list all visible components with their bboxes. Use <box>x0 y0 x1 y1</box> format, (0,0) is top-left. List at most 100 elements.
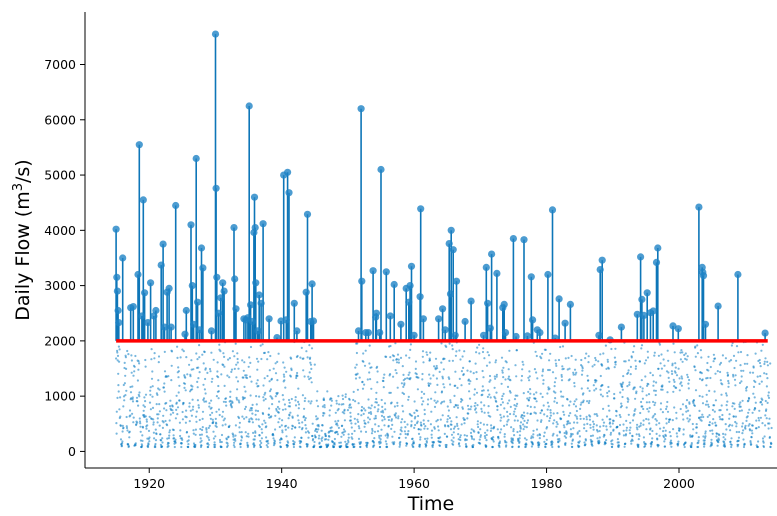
flow-point <box>719 409 722 412</box>
flow-point <box>618 413 621 417</box>
flow-point <box>442 383 445 386</box>
peak-marker <box>230 224 238 232</box>
flow-point <box>386 436 389 439</box>
flow-point <box>584 357 587 360</box>
flow-point <box>436 367 439 370</box>
flow-point <box>129 414 132 417</box>
flow-point <box>529 405 532 408</box>
flow-point <box>315 399 318 402</box>
flow-point <box>580 373 584 376</box>
flow-point <box>670 445 673 448</box>
flow-point <box>318 441 321 444</box>
flow-point <box>450 423 453 426</box>
flow-point <box>203 400 206 403</box>
flow-point <box>602 407 605 410</box>
flow-point <box>595 387 598 390</box>
flow-point <box>632 350 635 354</box>
flow-point <box>474 402 477 405</box>
flow-point <box>762 441 765 444</box>
flow-point <box>273 442 276 445</box>
flow-point <box>429 382 432 385</box>
flow-point <box>389 344 392 348</box>
flow-point <box>421 355 424 358</box>
peak-marker <box>293 327 301 335</box>
flow-point <box>621 388 624 391</box>
flow-point <box>241 359 244 362</box>
flow-point <box>121 424 124 427</box>
flow-point <box>544 348 547 351</box>
flow-point <box>225 438 228 441</box>
flow-point <box>136 421 139 424</box>
flow-point <box>535 428 539 431</box>
flow-point <box>742 369 745 372</box>
flow-point <box>461 399 464 402</box>
flow-point <box>261 423 264 426</box>
flow-point <box>168 429 171 432</box>
flow-point <box>500 428 503 431</box>
flow-point <box>716 370 719 373</box>
flow-point <box>212 358 215 361</box>
flow-point <box>739 350 743 354</box>
flow-point <box>687 382 690 385</box>
flow-point <box>394 412 397 415</box>
flow-point <box>581 367 584 370</box>
flow-point <box>249 394 252 397</box>
flow-point <box>542 379 545 382</box>
flow-point <box>168 434 171 437</box>
flow-point <box>535 391 538 394</box>
flow-point <box>289 411 292 414</box>
flow-point <box>266 374 269 378</box>
flow-point <box>490 427 493 430</box>
flow-point <box>633 345 636 348</box>
flow-point <box>468 390 471 393</box>
flow-point <box>473 388 476 391</box>
flow-point <box>487 354 491 357</box>
flow-point <box>712 353 716 356</box>
flow-point <box>379 438 382 441</box>
flow-point <box>234 342 237 345</box>
flow-point <box>165 401 168 405</box>
flow-point <box>579 414 582 417</box>
flow-point <box>702 415 705 419</box>
flow-point <box>383 373 386 376</box>
flow-point <box>391 435 394 438</box>
x-ticks: 1920 1940 1960 1980 2000 <box>133 468 695 491</box>
flow-point <box>302 369 305 372</box>
flow-point <box>452 427 456 430</box>
flow-point <box>202 362 205 365</box>
flow-point <box>483 435 486 438</box>
flow-point <box>381 409 384 412</box>
flow-point <box>123 399 126 402</box>
flow-point <box>511 442 514 445</box>
flow-point <box>375 391 378 394</box>
flow-point <box>170 364 173 367</box>
flow-point <box>299 356 302 359</box>
flow-point <box>336 424 339 427</box>
flow-point <box>138 391 141 394</box>
flow-point <box>194 443 197 447</box>
flow-point <box>501 371 504 374</box>
flow-point <box>671 419 674 422</box>
flow-point <box>444 425 447 428</box>
flow-point <box>625 406 628 409</box>
flow-point <box>236 388 239 391</box>
flow-point <box>290 368 293 372</box>
flow-point <box>381 405 384 408</box>
flow-point <box>564 442 567 445</box>
flow-point <box>622 434 626 437</box>
flow-point <box>262 396 265 399</box>
flow-point <box>377 425 380 428</box>
flow-point <box>655 432 658 435</box>
flow-point <box>238 426 241 429</box>
flow-point <box>768 422 771 425</box>
flow-point <box>402 392 406 396</box>
flow-point <box>233 438 237 441</box>
flow-point <box>297 419 300 422</box>
flow-point <box>703 445 706 448</box>
flow-point <box>714 421 717 424</box>
flow-point <box>731 405 734 408</box>
flow-point <box>434 391 437 394</box>
flow-point <box>305 427 308 430</box>
peak-marker <box>419 315 427 323</box>
flow-point <box>399 433 402 436</box>
